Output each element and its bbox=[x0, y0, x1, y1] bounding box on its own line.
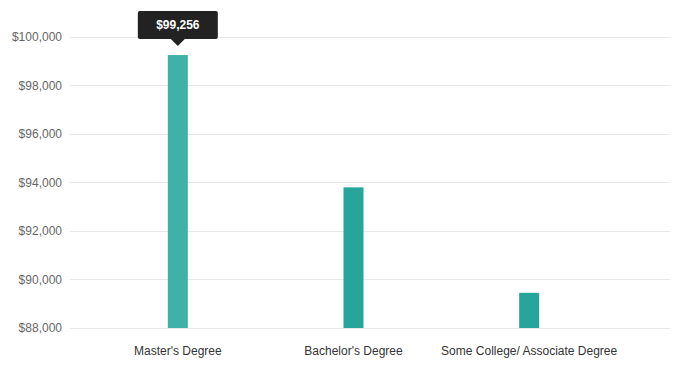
tooltip-box bbox=[138, 11, 218, 39]
bar[interactable] bbox=[168, 55, 188, 328]
bar[interactable] bbox=[519, 293, 539, 328]
x-axis: Master's Degree Bachelor's Degree Some Col… bbox=[134, 344, 618, 358]
x-tick-label: Bachelor's Degree bbox=[304, 344, 403, 358]
y-tick-label: $98,000 bbox=[19, 79, 63, 93]
y-axis: $88,000 $90,000 $92,000 $94,000 $96,000 $98,0… bbox=[12, 30, 670, 335]
bar[interactable] bbox=[344, 187, 364, 328]
grid-line bbox=[70, 134, 670, 135]
x-tick-label: Some College/ Associate Degree bbox=[441, 344, 617, 358]
grid-line bbox=[70, 328, 670, 329]
y-tick-label: $90,000 bbox=[19, 273, 63, 287]
y-tick-label: $96,000 bbox=[19, 127, 63, 141]
grid-line bbox=[70, 231, 670, 232]
y-tick-label: $92,000 bbox=[19, 224, 63, 238]
chart: $88,000 $90,000 $92,000 $94,000 $96,000 $98,0… bbox=[0, 0, 695, 374]
grid-line bbox=[70, 85, 670, 86]
y-tick-label: $94,000 bbox=[19, 176, 63, 190]
tooltip-arrow bbox=[171, 39, 185, 46]
y-tick-label: $100,000 bbox=[12, 30, 62, 44]
data-labels: $99,256 bbox=[138, 11, 218, 46]
bars bbox=[168, 55, 539, 328]
data-label: $99,256 bbox=[156, 18, 200, 32]
grid-line bbox=[70, 279, 670, 280]
y-tick-label: $88,000 bbox=[19, 321, 63, 335]
grid-line bbox=[70, 182, 670, 183]
x-tick-label: Master's Degree bbox=[134, 344, 222, 358]
